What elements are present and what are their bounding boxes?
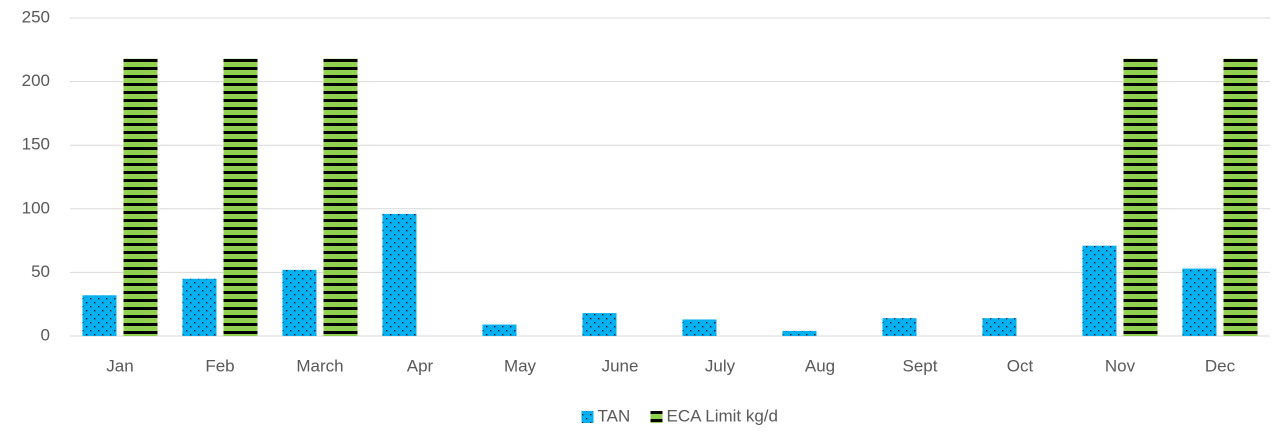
bar bbox=[1223, 58, 1258, 336]
x-tick-label: Aug bbox=[805, 356, 835, 375]
bar bbox=[382, 213, 417, 336]
x-tick-label: May bbox=[504, 356, 537, 375]
bar bbox=[782, 330, 817, 336]
legend-swatch bbox=[650, 411, 663, 423]
x-tick-label: Apr bbox=[407, 356, 434, 375]
bar bbox=[182, 278, 217, 336]
bar bbox=[882, 318, 917, 336]
x-tick-label: Dec bbox=[1205, 356, 1236, 375]
legend-swatch bbox=[581, 411, 594, 423]
x-tick-label: Jan bbox=[106, 356, 133, 375]
bar bbox=[1123, 58, 1158, 336]
y-tick-label: 150 bbox=[22, 135, 50, 154]
x-tick-label: Sept bbox=[903, 356, 938, 375]
bar bbox=[1182, 268, 1217, 336]
legend-label: TAN bbox=[598, 406, 631, 425]
bar bbox=[123, 58, 158, 336]
x-tick-label: June bbox=[602, 356, 639, 375]
x-tick-label: July bbox=[705, 356, 736, 375]
x-tick-label: Oct bbox=[1007, 356, 1034, 375]
bar bbox=[223, 58, 258, 336]
x-tick-label: March bbox=[296, 356, 343, 375]
y-tick-label: 50 bbox=[31, 262, 50, 281]
bar bbox=[682, 319, 717, 336]
y-tick-label: 100 bbox=[22, 198, 50, 217]
bar bbox=[323, 58, 358, 336]
bar bbox=[582, 313, 617, 336]
bar bbox=[282, 269, 317, 336]
bar bbox=[1082, 245, 1117, 336]
legend-label: ECA Limit kg/d bbox=[667, 406, 779, 425]
x-tick-label: Nov bbox=[1105, 356, 1136, 375]
x-tick-label: Feb bbox=[205, 356, 234, 375]
y-tick-label: 200 bbox=[22, 71, 50, 90]
bar bbox=[982, 318, 1017, 336]
bar bbox=[82, 295, 117, 336]
y-tick-label: 0 bbox=[41, 325, 50, 344]
y-tick-label: 250 bbox=[22, 7, 50, 26]
bar bbox=[482, 324, 517, 336]
